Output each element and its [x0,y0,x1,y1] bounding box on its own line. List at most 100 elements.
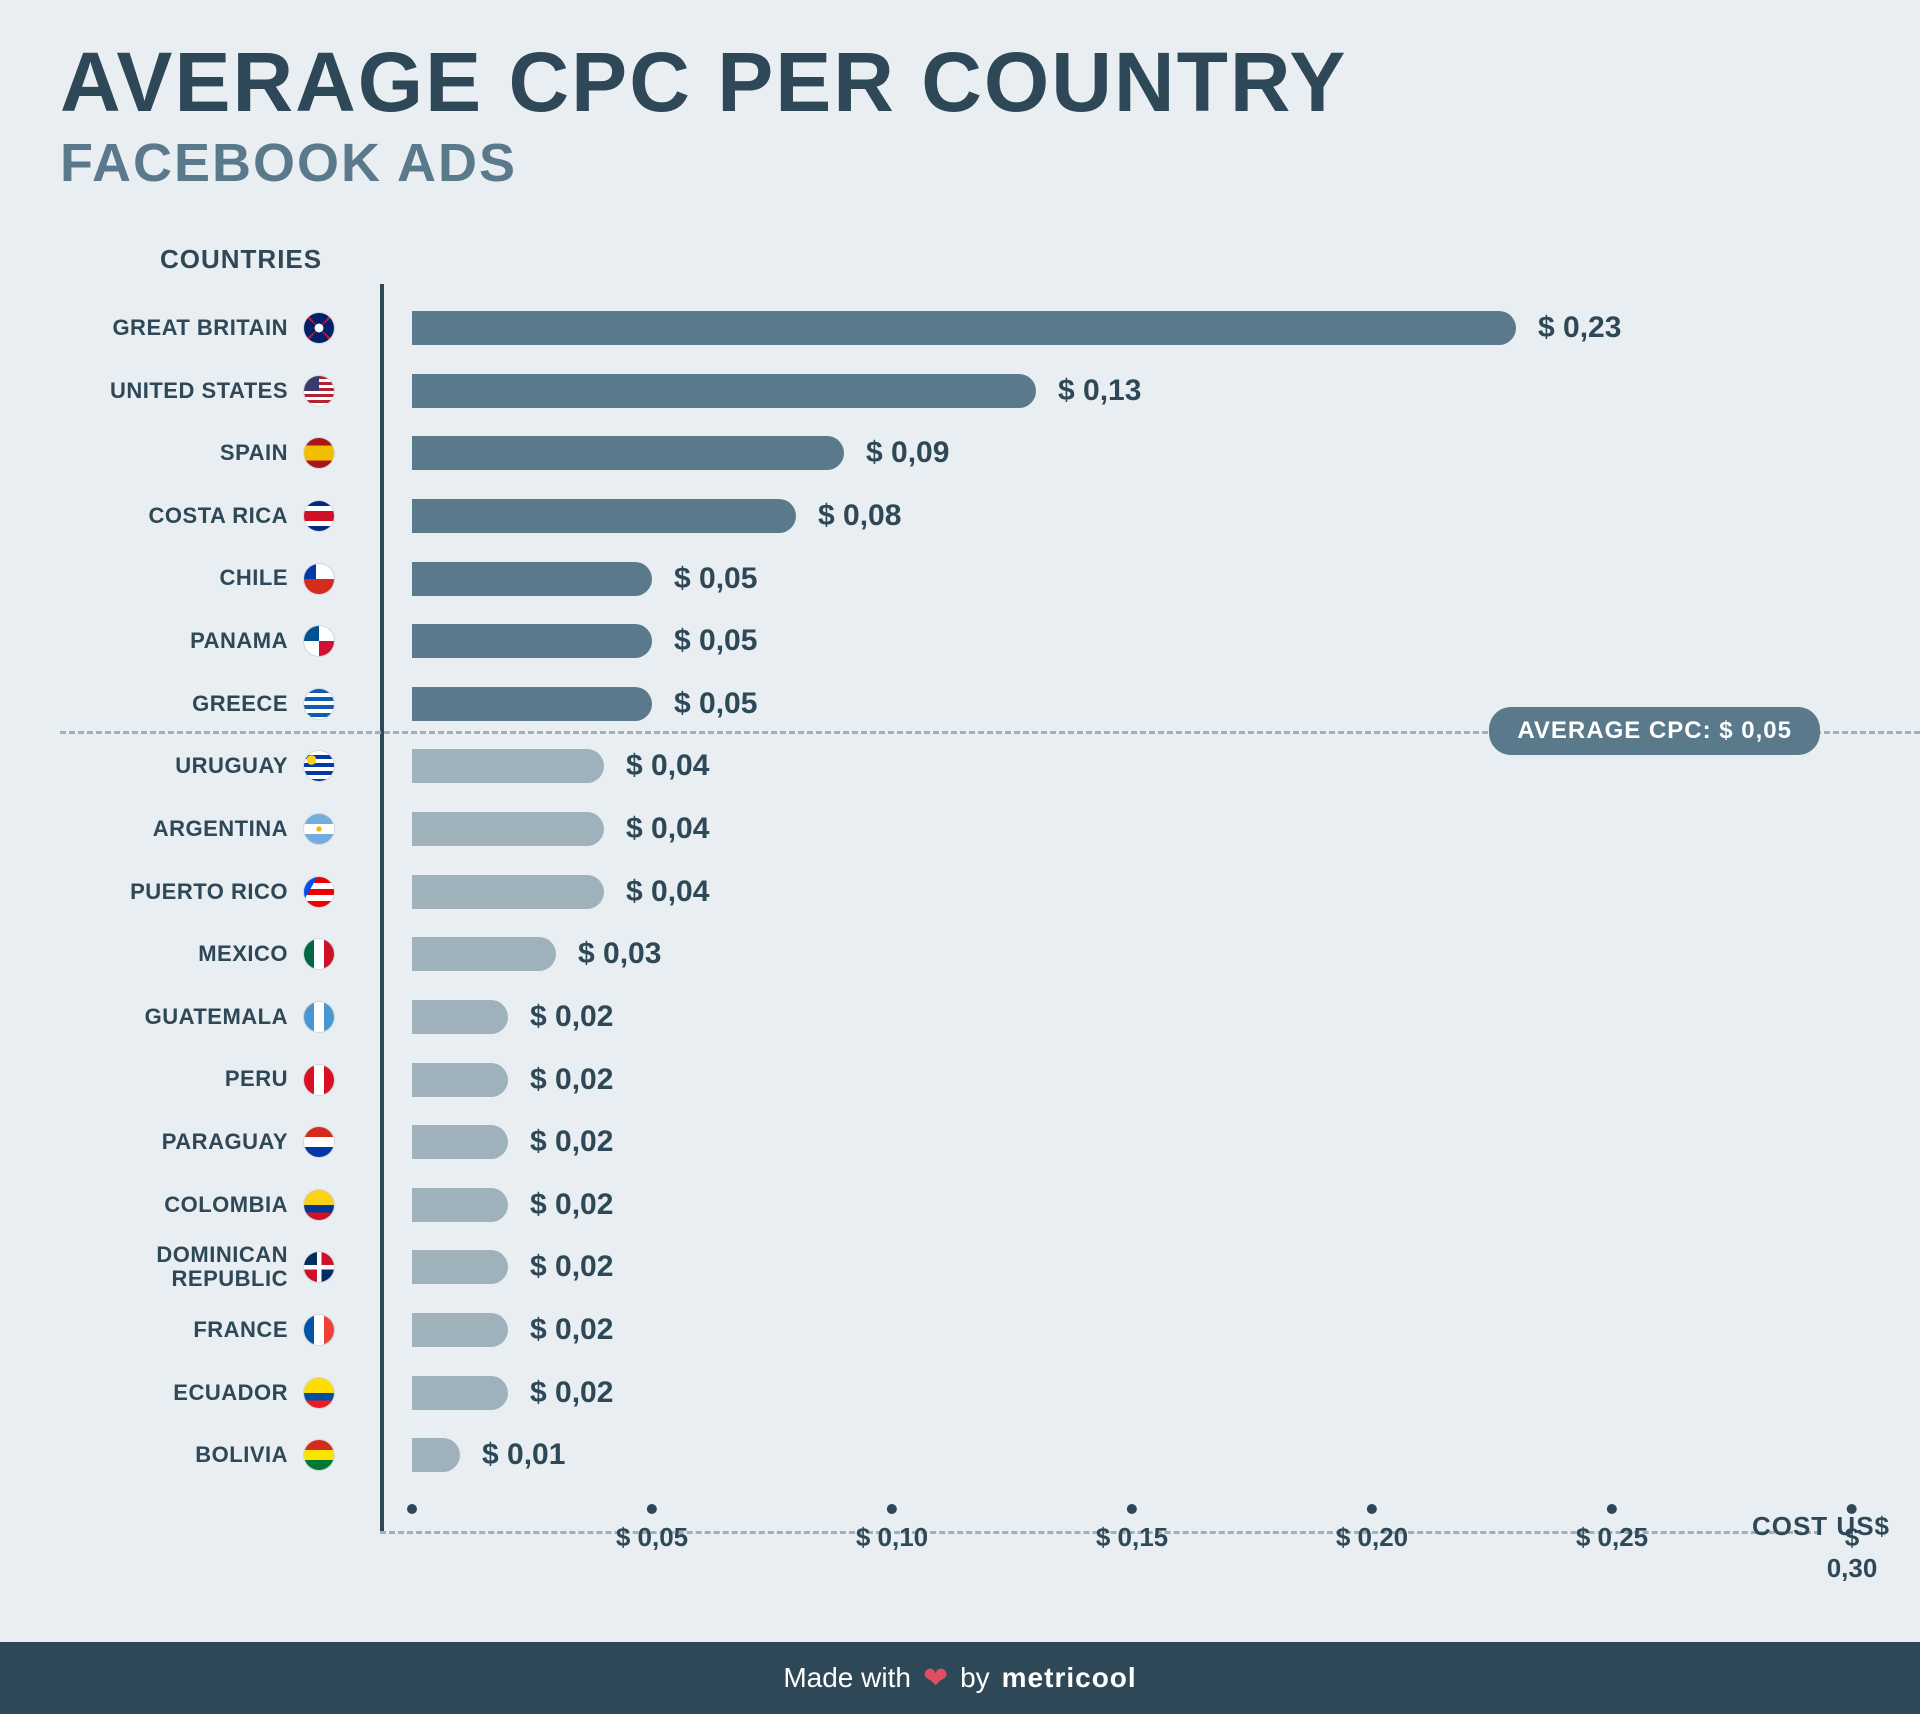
bar-value-label: $ 0,02 [530,1250,613,1284]
xtick: $ 0,25 [1576,1504,1648,1553]
country-name: GREAT BRITAIN [112,316,288,340]
bar-value-label: $ 0,09 [866,436,949,470]
bar [412,499,796,533]
country-label: UNITED STATES [64,376,384,406]
country-label: MEXICO [64,939,384,969]
country-name: ECUADOR [173,1381,288,1405]
country-name: CHILE [220,566,289,590]
bar-row: SPAIN$ 0,09 [384,435,1860,471]
bar-value-label: $ 0,23 [1538,311,1621,345]
country-label: GUATEMALA [64,1002,384,1032]
bar [412,1250,508,1284]
country-name: COLOMBIA [164,1193,288,1217]
bar [412,1188,508,1222]
bar-value-label: $ 0,04 [626,749,709,783]
bar [412,562,652,596]
bar-row: GUATEMALA$ 0,02 [384,999,1860,1035]
bar [412,1376,508,1410]
flag-icon [304,626,334,656]
bar-value-label: $ 0,02 [530,1313,613,1347]
country-label: PANAMA [64,626,384,656]
country-name: PANAMA [190,629,288,653]
bar-row: UNITED STATES$ 0,13 [384,373,1860,409]
xtick-label: $ 0,20 [1336,1522,1408,1553]
bar-row: MEXICO$ 0,03 [384,936,1860,972]
flag-icon [304,1065,334,1095]
xtick: $ 0,10 [856,1504,928,1553]
xtick-dot [407,1504,417,1514]
country-label: CHILE [64,564,384,594]
country-name: UNITED STATES [110,379,288,403]
bar-value-label: $ 0,02 [530,1000,613,1034]
bar-value-label: $ 0,13 [1058,374,1141,408]
xtick-label: $ 0,15 [1096,1522,1168,1553]
bar-value-label: $ 0,05 [674,562,757,596]
xtick-dot [1127,1504,1137,1514]
xtick-dot [1607,1504,1617,1514]
bar-value-label: $ 0,05 [674,687,757,721]
country-name: MEXICO [198,942,288,966]
flag-icon [304,1440,334,1470]
bar-row: PUERTO RICO$ 0,04 [384,874,1860,910]
country-name: PUERTO RICO [130,880,288,904]
country-label: URUGUAY [64,751,384,781]
country-name: GREECE [192,692,288,716]
flag-icon [304,1190,334,1220]
xtick-dot [1367,1504,1377,1514]
bar [412,1438,460,1472]
plot-region: GREAT BRITAIN$ 0,23 UNITED STATES$ 0,13 SP… [380,284,1860,1544]
bar [412,812,604,846]
heart-icon: ❤ [923,1661,948,1696]
country-label: GREECE [64,689,384,719]
bar-row: CHILE$ 0,05 [384,561,1860,597]
xtick-label: $ 0,10 [856,1522,928,1553]
xtick: $ 0,05 [616,1504,688,1553]
bar-value-label: $ 0,02 [530,1125,613,1159]
country-name: COSTA RICA [149,504,288,528]
country-label: ECUADOR [64,1378,384,1408]
bar [412,1063,508,1097]
flag-icon [304,689,334,719]
bar-row: BOLIVIA$ 0,01 [384,1437,1860,1473]
xtick: $ 0,20 [1336,1504,1408,1553]
country-label: GREAT BRITAIN [64,313,384,343]
bar [412,374,1036,408]
flag-icon [304,814,334,844]
country-label: COSTA RICA [64,501,384,531]
country-name: ARGENTINA [153,817,288,841]
country-label: DOMINICAN REPUBLIC [64,1243,384,1291]
chart-title: AVERAGE CPC PER COUNTRY [60,40,1860,124]
bar-value-label: $ 0,05 [674,624,757,658]
bar [412,311,1516,345]
xaxis-title: COST US$ [1752,1511,1890,1542]
xtick-dot [647,1504,657,1514]
flag-icon [304,1127,334,1157]
flag-icon [304,313,334,343]
bar [412,1125,508,1159]
footer-suffix: by [960,1662,990,1694]
country-label: SPAIN [64,438,384,468]
chart-subtitle: FACEBOOK ADS [60,132,1860,194]
country-label: BOLIVIA [64,1440,384,1470]
bar-value-label: $ 0,08 [818,499,901,533]
flag-icon [304,751,334,781]
flag-icon [304,1002,334,1032]
xtick-label: $ 0,05 [616,1522,688,1553]
bar-value-label: $ 0,02 [530,1188,613,1222]
flag-icon [304,376,334,406]
bar-row: PARAGUAY$ 0,02 [384,1124,1860,1160]
country-label: PUERTO RICO [64,877,384,907]
bar-row: ARGENTINA$ 0,04 [384,811,1860,847]
country-name: SPAIN [220,441,288,465]
bar-value-label: $ 0,04 [626,812,709,846]
yaxis-title: COUNTRIES [160,244,322,275]
flag-icon [304,1252,334,1282]
bar-row: GREAT BRITAIN$ 0,23 [384,310,1860,346]
bar [412,937,556,971]
country-label: PARAGUAY [64,1127,384,1157]
bar-value-label: $ 0,01 [482,1438,565,1472]
bar-row: PANAMA$ 0,05 [384,623,1860,659]
xtick [407,1504,417,1522]
xticks-container: $ 0,05$ 0,10$ 0,15$ 0,20$ 0,25$ 0,30 [384,1504,1860,1554]
flag-icon [304,1378,334,1408]
